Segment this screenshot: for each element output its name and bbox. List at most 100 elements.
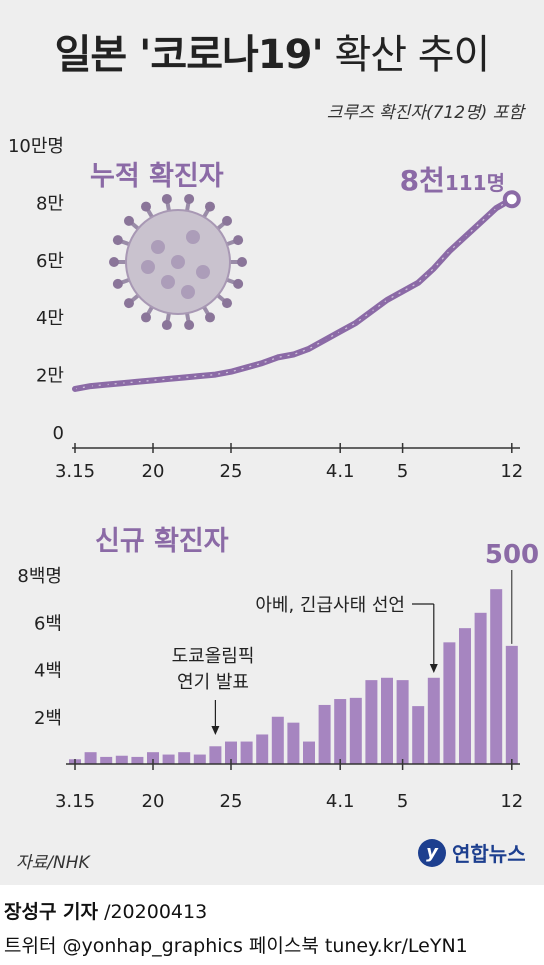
cumulative-point [245, 365, 249, 369]
bar-x-tick-label: 12 [500, 791, 523, 812]
cumulative-point [198, 374, 202, 378]
title-light: 확산 추이 [334, 32, 490, 78]
cumulative-point [338, 330, 342, 334]
new-cases-bar [334, 699, 347, 764]
cumulative-point [307, 347, 311, 351]
new-cases-bar [178, 752, 191, 764]
cumulative-point [120, 381, 124, 385]
credit-name: 장성구 기자 [4, 901, 99, 923]
cumulative-point [135, 380, 139, 384]
credit-date: /20200413 [104, 901, 208, 923]
emergency-annotation-arrow-icon [429, 664, 438, 673]
new-cases-bar [131, 756, 144, 764]
cruise-note: 크루즈 확진자(712명) 포함 [326, 103, 524, 123]
new-cases-bar [365, 680, 378, 764]
cumulative-point [369, 309, 373, 313]
bar-x-tick-label: 5 [397, 791, 408, 812]
new-cases-bar [240, 741, 253, 764]
new-cases-bar [443, 642, 456, 764]
social-line: 트위터 @yonhap_graphics 페이스북 tuney.kr/LeYN1 [4, 935, 468, 957]
new-cases-bar [271, 716, 284, 764]
yonhap-logo-mark-icon: y [418, 838, 446, 867]
new-cases-bar [381, 677, 393, 764]
new-cases-bar [100, 756, 113, 764]
bar-chart-title: 신규 확진자 [95, 526, 229, 557]
cumulative-point [401, 289, 405, 293]
olympics-annotation-line2: 연기 발표 [177, 672, 249, 693]
cumulative-total-unit: 111명 [445, 171, 505, 195]
line-y-tick-label: 6만 [36, 251, 64, 272]
new-cases-bar [287, 722, 300, 764]
cumulative-point [213, 373, 217, 377]
bar-y-tick-label: 8백명 [17, 566, 62, 587]
line-y-tick-label: 8만 [36, 193, 64, 214]
cumulative-point [354, 321, 358, 325]
yonhap-logo: y 연합뉴스 [418, 838, 526, 867]
cumulative-point [151, 378, 155, 382]
title-bold: 일본 '코로나19' [54, 32, 324, 78]
new-cases-bar [318, 704, 331, 764]
bar-x-tick-label: 3.15 [55, 791, 95, 812]
new-cases-bar [396, 680, 409, 764]
line-x-tick-label: 12 [500, 461, 523, 482]
cumulative-line-texture [74, 198, 513, 390]
bar-x-tick-label: 20 [142, 791, 165, 812]
cumulative-total-value: 8천 [400, 164, 445, 197]
charts-svg: 0 2만 4만 6만 8만 10만명 3.15 20 25 4.1 5 12 누적 확진자 8천111명신… [8, 136, 539, 812]
new-cases-bar [162, 754, 175, 764]
new-cases-bar [459, 628, 471, 764]
cumulative-point [479, 220, 483, 224]
emergency-annotation-text: 아베, 긴급사태 선언 [255, 595, 405, 616]
cumulative-point [463, 235, 467, 239]
line-x-tick-label: 5 [397, 461, 408, 482]
new-cases-bar [193, 754, 206, 764]
cumulative-point [276, 355, 280, 359]
cumulative-point [416, 281, 420, 285]
olympics-annotation-arrow-icon [211, 726, 220, 735]
cumulative-end-marker [502, 190, 521, 209]
cumulative-point [494, 206, 498, 210]
bar-y-tick-label: 4백 [34, 661, 62, 682]
new-cases-bar [427, 677, 440, 764]
new-cases-bar [147, 752, 159, 764]
new-cases-bar [256, 734, 269, 764]
bar-y-tick-label: 2백 [34, 708, 62, 729]
cumulative-point [432, 266, 436, 270]
line-y-tick-label: 2만 [36, 366, 64, 387]
cumulative-point [89, 384, 93, 388]
yonhap-logo-name: 연합뉴스 [452, 842, 526, 866]
line-x-tick-label: 3.15 [55, 461, 95, 482]
bar-x-tick-label: 25 [220, 791, 243, 812]
new-cases-bar [490, 589, 503, 764]
credit-line: 장성구 기자 /20200413 [4, 897, 207, 924]
source-text: 자료/NHK [16, 853, 90, 873]
cumulative-point [260, 361, 264, 365]
cumulative-point [73, 387, 77, 391]
cumulative-point [182, 375, 186, 379]
coronavirus-illustration-icon [109, 193, 247, 331]
bar-x-tick-label: 4.1 [326, 791, 355, 812]
cumulative-point [323, 338, 327, 342]
new-cases-bar [225, 741, 237, 764]
olympics-annotation-line1: 도쿄올림픽 [172, 646, 255, 667]
new-cases-bar [412, 706, 425, 764]
cumulative-point [229, 370, 233, 374]
new-cases-bar [115, 755, 128, 764]
line-y-tick-label: 4만 [36, 308, 64, 329]
line-x-tick-label: 25 [220, 461, 243, 482]
new-cases-bar [505, 645, 518, 764]
cumulative-point [385, 298, 389, 302]
new-cases-bar [474, 612, 487, 764]
page-title: 일본 '코로나19' 확산 추이 [0, 22, 544, 80]
cumulative-point [447, 249, 451, 253]
new-cases-bar [303, 741, 315, 764]
line-y-tick-label: 10만명 [8, 136, 64, 157]
cumulative-point [291, 353, 295, 357]
cumulative-point [167, 377, 171, 381]
new-cases-bar [84, 752, 97, 764]
last-bar-value-label: 500 [485, 540, 539, 570]
cumulative-total-label: 8천111명 [400, 164, 505, 197]
line-x-tick-label: 20 [142, 461, 165, 482]
line-y-tick-label: 0 [53, 423, 64, 444]
line-chart-title: 누적 확진자 [90, 161, 224, 192]
